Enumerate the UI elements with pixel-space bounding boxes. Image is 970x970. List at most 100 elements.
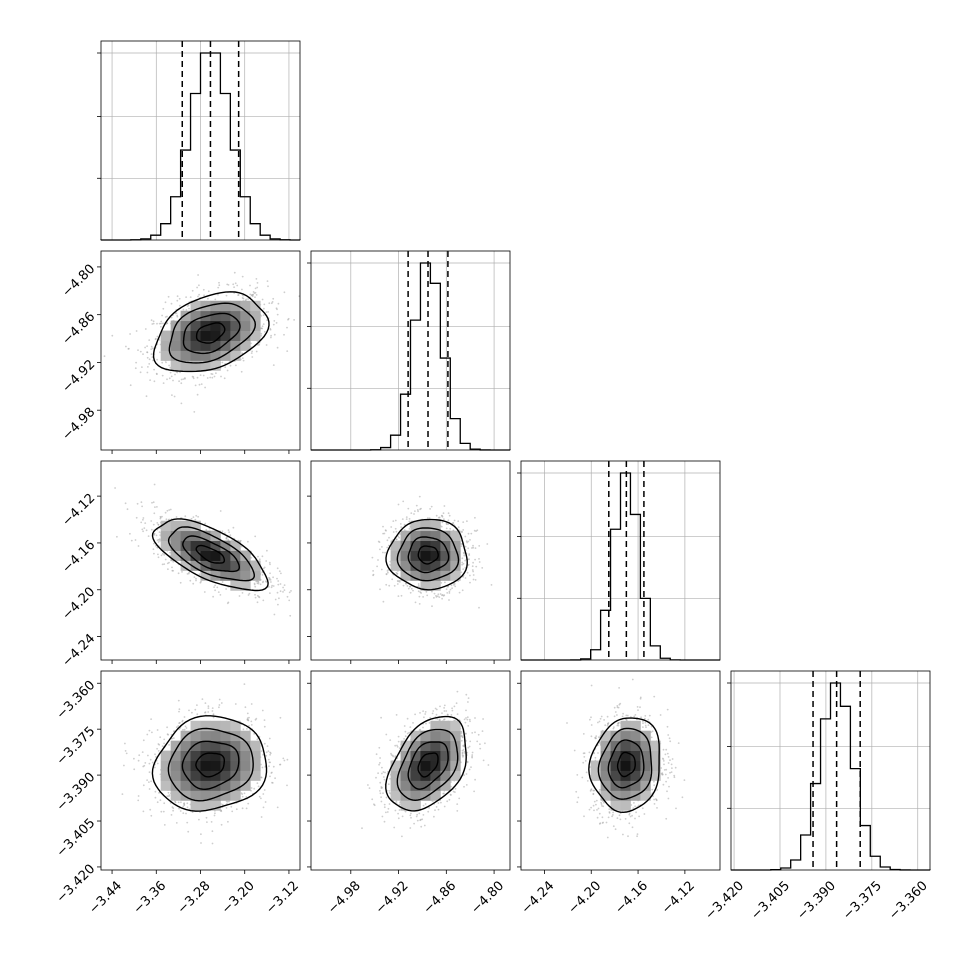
- contour-level-0: [417, 545, 439, 565]
- sample-point: [447, 519, 450, 522]
- sample-point: [419, 508, 421, 511]
- sample-point: [168, 744, 171, 746]
- sample-point: [478, 558, 480, 560]
- sample-point: [605, 821, 608, 824]
- sample-point: [420, 818, 422, 821]
- sample-point: [179, 581, 182, 584]
- sample-point: [164, 316, 167, 318]
- y-tick-label-1-1: −4.92: [60, 357, 99, 396]
- sample-point: [260, 776, 262, 779]
- sample-point: [397, 740, 400, 743]
- sample-point: [160, 554, 163, 557]
- sample-point: [614, 711, 617, 713]
- sample-point: [608, 808, 611, 810]
- density-cell: [420, 730, 431, 742]
- sample-point: [608, 811, 611, 813]
- histogram-frame-2: [520, 460, 721, 661]
- sample-point: [139, 350, 142, 353]
- sample-point: [142, 530, 145, 533]
- sample-point: [171, 569, 174, 572]
- sample-point: [243, 792, 246, 795]
- sample-point: [146, 351, 149, 354]
- sample-point: [166, 726, 169, 729]
- sample-point: [142, 784, 145, 787]
- sample-point: [263, 330, 266, 333]
- density-cell: [220, 300, 231, 312]
- sample-point: [262, 314, 265, 317]
- density-cell: [170, 340, 181, 351]
- sample-point: [460, 571, 463, 574]
- sample-point: [477, 733, 480, 736]
- sample-point: [269, 563, 271, 566]
- sample-point: [254, 596, 257, 599]
- sample-point: [268, 761, 271, 764]
- sample-point: [248, 725, 250, 727]
- sample-point: [633, 715, 636, 718]
- sample-point: [261, 766, 264, 769]
- density-cell: [200, 780, 211, 791]
- sample-point: [257, 555, 259, 558]
- sample-point: [606, 836, 609, 839]
- sample-point: [157, 541, 160, 543]
- sample-point: [651, 730, 654, 733]
- sample-point: [665, 817, 668, 820]
- sample-point: [260, 797, 262, 800]
- sample-point: [656, 807, 658, 809]
- density-cell: [430, 720, 441, 732]
- density-cell: [190, 330, 201, 341]
- density-cell: [250, 310, 261, 322]
- sample-point: [152, 548, 155, 551]
- density-cell: [210, 550, 221, 561]
- sample-point: [484, 742, 486, 745]
- sample-point: [153, 380, 156, 383]
- sample-point: [196, 376, 199, 379]
- sample-point: [278, 597, 280, 600]
- sample-point: [478, 545, 481, 547]
- sample-point: [244, 706, 247, 709]
- density-cell: [200, 360, 211, 371]
- sample-point: [273, 320, 276, 322]
- sample-point: [260, 750, 263, 752]
- sample-point: [449, 527, 452, 530]
- sample-point: [566, 722, 568, 724]
- histogram-panel-2: [517, 461, 720, 661]
- sample-point: [195, 577, 197, 580]
- sample-point: [251, 350, 254, 353]
- sample-point: [152, 359, 154, 362]
- sample-point: [466, 571, 469, 574]
- sample-point: [596, 816, 599, 819]
- sample-point: [250, 787, 253, 789]
- sample-point: [432, 710, 435, 712]
- density-cell: [180, 740, 191, 751]
- sample-point: [460, 545, 463, 547]
- sample-point: [149, 379, 152, 381]
- sample-point: [154, 790, 157, 793]
- sample-point: [124, 742, 126, 745]
- density-cell: [210, 740, 221, 751]
- sample-point: [158, 792, 160, 794]
- density-cell: [250, 560, 261, 571]
- sample-point: [390, 526, 393, 528]
- sample-point: [448, 590, 451, 593]
- density-cell: [190, 360, 201, 371]
- sample-point: [405, 582, 407, 585]
- sample-point: [241, 275, 244, 278]
- density-cell: [190, 520, 201, 532]
- sample-point: [123, 764, 125, 767]
- sample-point: [221, 530, 224, 533]
- density-cell: [180, 320, 191, 331]
- sample-point: [178, 380, 181, 383]
- sample-point: [424, 803, 427, 805]
- density-cell: [250, 750, 261, 761]
- density-cell: [170, 520, 181, 532]
- sample-point: [266, 745, 269, 747]
- sample-point: [368, 787, 371, 789]
- sample-point: [660, 767, 663, 769]
- sample-point: [408, 585, 411, 588]
- sample-point: [481, 567, 484, 569]
- sample-point: [478, 561, 481, 563]
- scatter-content: [121, 683, 289, 845]
- sample-point: [168, 509, 171, 511]
- sample-point: [271, 782, 274, 784]
- sample-point: [666, 708, 669, 711]
